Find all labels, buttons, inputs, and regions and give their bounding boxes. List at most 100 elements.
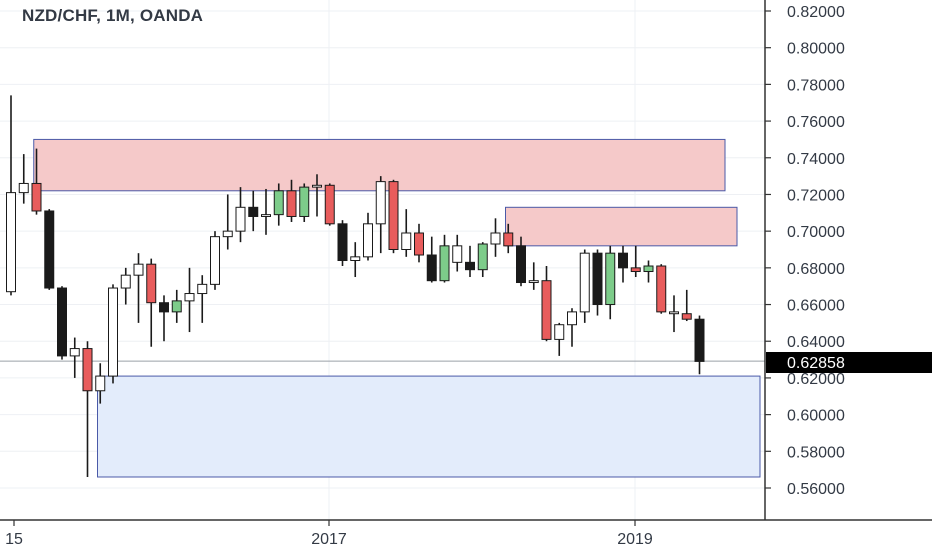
candle[interactable] — [31, 148, 42, 215]
candle[interactable] — [567, 308, 577, 347]
candle[interactable] — [286, 179, 297, 222]
zones-layer — [33, 138, 761, 478]
candle[interactable] — [273, 183, 284, 226]
candle[interactable] — [363, 212, 373, 261]
candle[interactable] — [541, 266, 552, 342]
candle[interactable] — [439, 234, 450, 283]
candle[interactable] — [171, 289, 182, 323]
candle-body — [516, 245, 526, 284]
candle[interactable] — [528, 262, 539, 290]
candle[interactable] — [108, 284, 118, 384]
candle-body — [426, 254, 437, 282]
symbol-title: NZD/CHF, 1M, OANDA — [22, 6, 204, 25]
current-price-label: 0.62858 — [787, 355, 845, 372]
candle[interactable] — [465, 245, 475, 278]
price-tick-label: 0.60000 — [787, 408, 845, 425]
supply-zone[interactable] — [505, 206, 738, 247]
candle[interactable] — [388, 179, 399, 254]
candle[interactable] — [299, 183, 310, 222]
candle[interactable] — [261, 188, 271, 235]
candle-body — [69, 348, 80, 357]
candle[interactable] — [120, 267, 131, 305]
candle[interactable] — [452, 234, 463, 272]
candle-body — [554, 324, 565, 340]
demand-zone[interactable] — [97, 375, 761, 478]
candle[interactable] — [184, 267, 195, 333]
candle-body — [477, 243, 488, 271]
candle-body — [197, 283, 208, 295]
candle[interactable] — [82, 341, 93, 477]
candle[interactable] — [133, 253, 144, 323]
candle[interactable] — [414, 223, 424, 263]
candle-body — [261, 214, 271, 217]
candle-body — [18, 182, 29, 194]
candle[interactable] — [669, 295, 679, 333]
candle-body — [146, 263, 157, 304]
price-tick-label: 0.74000 — [787, 151, 845, 168]
time-axis[interactable]: 15 2017 2019 — [5, 520, 653, 548]
candle-body — [350, 256, 361, 262]
candle-body — [57, 287, 67, 357]
candle[interactable] — [681, 289, 692, 322]
candle-body — [694, 318, 705, 362]
candle[interactable] — [44, 209, 55, 290]
candle[interactable] — [490, 218, 501, 257]
price-axis[interactable]: 0.82000 0.80000 0.78000 0.76000 0.74000 0.720… — [765, 4, 845, 498]
time-tick-label: 2019 — [617, 531, 653, 548]
candle[interactable] — [656, 264, 667, 314]
candle-body — [605, 252, 616, 306]
candle-body — [541, 280, 552, 340]
candle[interactable] — [694, 315, 705, 375]
candle-body — [567, 311, 577, 326]
candle[interactable] — [579, 249, 590, 323]
candle[interactable] — [503, 223, 514, 254]
candle[interactable] — [6, 95, 16, 296]
candle-body — [681, 313, 692, 320]
candle-body — [95, 375, 106, 392]
current-price-badge-bg — [766, 352, 932, 373]
candle[interactable] — [401, 209, 412, 257]
candle-body — [414, 232, 424, 256]
candle[interactable] — [146, 258, 157, 347]
price-tick-label: 0.76000 — [787, 114, 845, 131]
candle[interactable] — [643, 260, 654, 283]
candle[interactable] — [197, 275, 208, 323]
candle-body — [630, 267, 641, 273]
candle-body — [503, 232, 514, 247]
candle[interactable] — [605, 245, 616, 320]
candle[interactable] — [57, 286, 67, 360]
candle[interactable] — [222, 194, 233, 250]
candle[interactable] — [248, 190, 259, 232]
candle[interactable] — [350, 242, 361, 278]
candle[interactable] — [324, 183, 335, 226]
price-tick-label: 0.78000 — [787, 77, 845, 94]
candle[interactable] — [630, 245, 641, 278]
candle[interactable] — [69, 337, 80, 378]
price-tick-label: 0.66000 — [787, 298, 845, 315]
candle-body — [31, 182, 42, 212]
candle-body — [452, 245, 463, 263]
candle-body — [248, 206, 259, 217]
candle[interactable] — [337, 220, 348, 267]
candle[interactable] — [18, 154, 29, 204]
candle[interactable] — [235, 187, 246, 243]
candle[interactable] — [426, 236, 437, 283]
candle[interactable] — [159, 295, 169, 342]
candle[interactable] — [554, 322, 565, 356]
candle[interactable] — [95, 363, 106, 404]
price-tick-label: 0.64000 — [787, 334, 845, 351]
candle[interactable] — [210, 231, 220, 290]
candle[interactable] — [375, 176, 386, 254]
candle[interactable] — [516, 236, 526, 287]
candle[interactable] — [312, 174, 322, 217]
candle-body — [133, 263, 144, 276]
candle[interactable] — [477, 242, 488, 278]
candle-body — [337, 223, 348, 262]
candle[interactable] — [618, 245, 628, 283]
candle-body — [363, 223, 373, 258]
candle-body — [108, 287, 118, 377]
candle-body — [210, 236, 220, 285]
candle[interactable] — [592, 249, 603, 316]
